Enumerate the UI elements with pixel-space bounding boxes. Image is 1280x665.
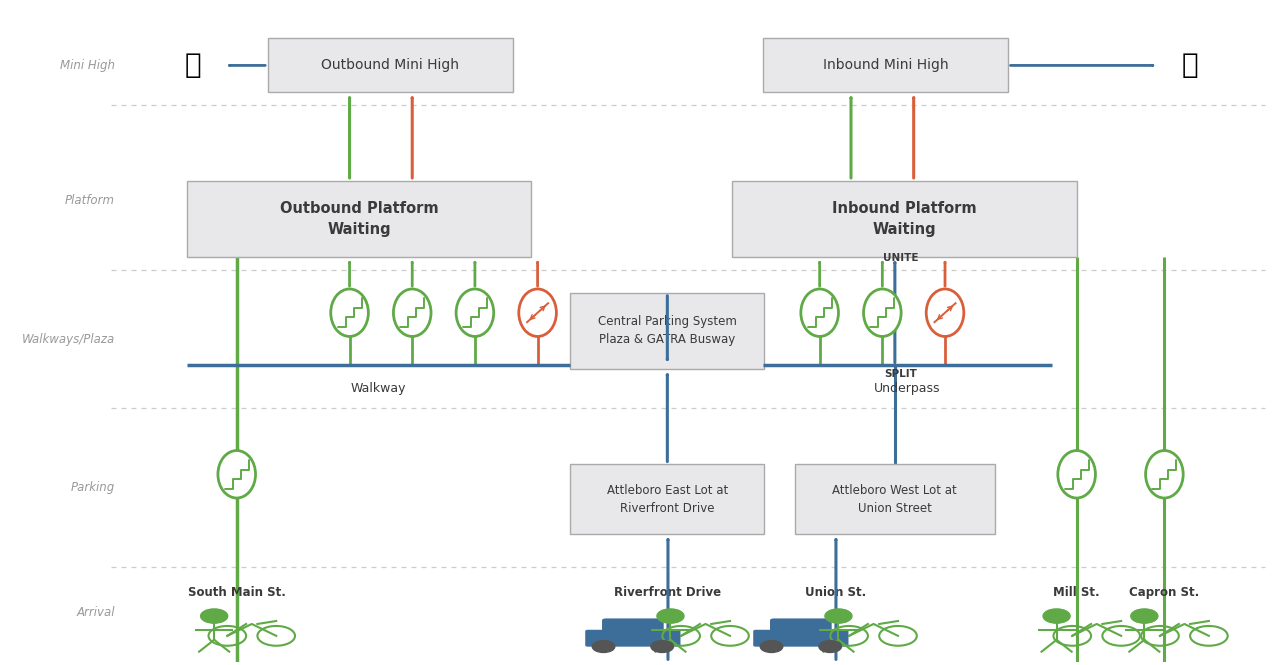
Text: Walkway: Walkway bbox=[351, 382, 406, 395]
Text: Mini High: Mini High bbox=[60, 59, 115, 72]
Text: Walkways/Plaza: Walkways/Plaza bbox=[22, 332, 115, 346]
FancyBboxPatch shape bbox=[771, 618, 832, 634]
Ellipse shape bbox=[864, 289, 901, 336]
Ellipse shape bbox=[1146, 451, 1183, 498]
Circle shape bbox=[657, 609, 684, 623]
FancyBboxPatch shape bbox=[602, 618, 664, 634]
FancyBboxPatch shape bbox=[187, 181, 531, 257]
Text: Arrival: Arrival bbox=[77, 606, 115, 619]
Circle shape bbox=[760, 640, 783, 652]
FancyBboxPatch shape bbox=[570, 293, 764, 369]
Text: Inbound Mini High: Inbound Mini High bbox=[823, 58, 948, 72]
Text: Underpass: Underpass bbox=[874, 382, 941, 395]
Text: Riverfront Drive: Riverfront Drive bbox=[614, 587, 722, 599]
Text: Outbound Mini High: Outbound Mini High bbox=[321, 58, 460, 72]
Circle shape bbox=[824, 609, 852, 623]
Ellipse shape bbox=[393, 289, 431, 336]
Text: Central Parking System
Plaza & GATRA Busway: Central Parking System Plaza & GATRA Bus… bbox=[598, 315, 737, 346]
Text: Union St.: Union St. bbox=[805, 587, 867, 599]
FancyBboxPatch shape bbox=[570, 464, 764, 533]
Ellipse shape bbox=[518, 289, 557, 336]
Ellipse shape bbox=[456, 289, 494, 336]
Text: 🚆: 🚆 bbox=[1181, 51, 1198, 79]
Circle shape bbox=[1130, 609, 1158, 623]
Text: South Main St.: South Main St. bbox=[188, 587, 285, 599]
Circle shape bbox=[1043, 609, 1070, 623]
FancyBboxPatch shape bbox=[732, 181, 1076, 257]
Ellipse shape bbox=[927, 289, 964, 336]
Text: Inbound Platform
Waiting: Inbound Platform Waiting bbox=[832, 201, 977, 237]
Circle shape bbox=[201, 609, 228, 623]
Text: 🚆: 🚆 bbox=[184, 51, 201, 79]
Text: Parking: Parking bbox=[70, 481, 115, 494]
Ellipse shape bbox=[330, 289, 369, 336]
Circle shape bbox=[819, 640, 841, 652]
Circle shape bbox=[593, 640, 614, 652]
FancyBboxPatch shape bbox=[795, 464, 995, 533]
Text: Platform: Platform bbox=[65, 194, 115, 207]
Ellipse shape bbox=[1057, 451, 1096, 498]
FancyBboxPatch shape bbox=[753, 630, 849, 646]
Text: Mill St.: Mill St. bbox=[1053, 587, 1100, 599]
Ellipse shape bbox=[218, 451, 256, 498]
Text: SPLIT: SPLIT bbox=[884, 369, 918, 379]
Text: Outbound Platform
Waiting: Outbound Platform Waiting bbox=[279, 201, 438, 237]
Text: Capron St.: Capron St. bbox=[1129, 587, 1199, 599]
Text: UNITE: UNITE bbox=[883, 253, 919, 263]
Text: Attleboro East Lot at
Riverfront Drive: Attleboro East Lot at Riverfront Drive bbox=[607, 483, 728, 515]
Circle shape bbox=[652, 640, 673, 652]
Text: Attleboro West Lot at
Union Street: Attleboro West Lot at Union Street bbox=[832, 483, 957, 515]
FancyBboxPatch shape bbox=[268, 38, 512, 92]
Ellipse shape bbox=[801, 289, 838, 336]
FancyBboxPatch shape bbox=[763, 38, 1007, 92]
FancyBboxPatch shape bbox=[585, 630, 681, 646]
